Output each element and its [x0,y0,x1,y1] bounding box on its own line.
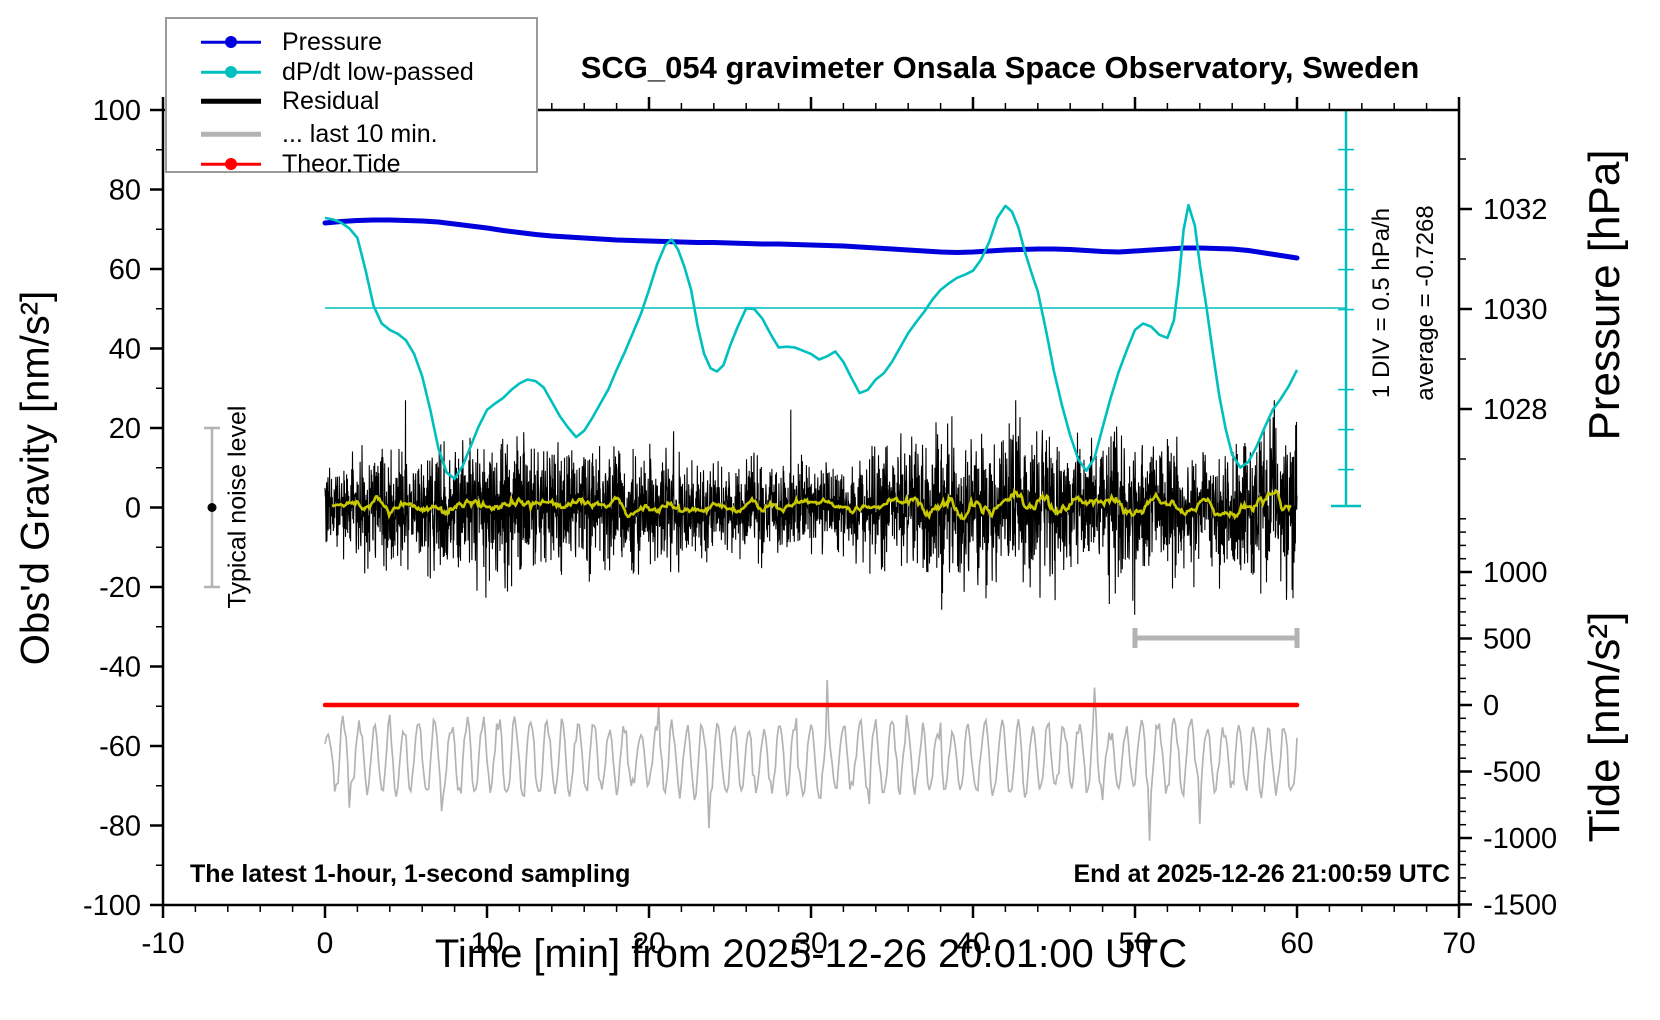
svg-text:1028: 1028 [1483,394,1548,426]
series-residual-lowpassed [331,487,1292,521]
legend-item-dpdt: dP/dt low-passed [167,58,536,86]
svg-text:100: 100 [93,95,141,127]
dpdt-line-sample-icon [201,65,261,79]
residual-line-sample-icon [201,94,261,108]
sampling-note: The latest 1-hour, 1-second sampling [190,860,631,888]
svg-text:500: 500 [1483,624,1531,656]
svg-text:0: 0 [317,927,334,960]
gravity-axis-label: Obs'd Gravity [nm/s²] [13,290,58,666]
end-time-note: End at 2025-12-26 21:00:59 UTC [1073,860,1450,888]
legend: Pressure dP/dt low-passed Residual ... l… [165,17,538,178]
svg-text:80: 80 [109,175,141,207]
tide-axis: 1000 500 0 -500 -1000 -1500 [1459,518,1557,922]
svg-text:-60: -60 [99,731,141,763]
svg-text:70: 70 [1442,927,1475,960]
svg-text:1000: 1000 [1483,557,1548,589]
legend-label: Pressure [282,27,383,56]
series-residual [324,400,1298,615]
legend-item-residual: Residual [167,87,536,115]
svg-text:-500: -500 [1483,757,1541,789]
svg-text:20: 20 [632,927,665,960]
legend-item-last10: ... last 10 min. [167,120,536,148]
svg-text:-1500: -1500 [1483,890,1557,922]
svg-text:0: 0 [1483,690,1499,722]
legend-label: Theor.Tide [282,149,401,178]
svg-text:40: 40 [109,334,141,366]
svg-text:1030: 1030 [1483,294,1548,326]
typical-noise-bar [204,426,220,589]
chart-title: SCG_054 gravimeter Onsala Space Observat… [580,50,1420,85]
svg-text:20: 20 [109,413,141,445]
svg-text:-100: -100 [83,890,141,922]
legend-item-pressure: Pressure [167,28,536,56]
svg-text:40: 40 [956,927,989,960]
svg-text:0: 0 [125,493,141,525]
series-last-10-min [324,680,1298,841]
series-pressure [322,217,1300,261]
last10-scale-bar [1132,628,1300,648]
pressure-axis-label: Pressure [hPa] [1580,149,1629,441]
x-axis-label: Time [min] from 2025-12-26 20:01:00 UTC [434,932,1188,976]
legend-label: Residual [282,86,380,115]
series-dpdt [324,203,1299,480]
svg-text:-20: -20 [99,572,141,604]
legend-label: ... last 10 min. [282,119,438,148]
svg-text:-10: -10 [141,927,184,960]
svg-text:60: 60 [1280,927,1313,960]
legend-label: dP/dt low-passed [282,57,474,86]
svg-text:10: 10 [470,927,503,960]
svg-text:-1000: -1000 [1483,823,1557,855]
svg-text:-80: -80 [99,811,141,843]
typical-noise-level-label: Typical noise level [223,405,252,609]
svg-text:60: 60 [109,254,141,286]
svg-text:30: 30 [794,927,827,960]
x-axis: -10 0 10 20 30 40 50 60 70 [141,97,1476,960]
gravity-axis: -100 -80 -60 -40 -20 0 20 40 60 80 100 [83,95,163,922]
tide-axis-label: Tide [nm/s²] [1580,611,1629,843]
svg-text:-40: -40 [99,652,141,684]
pressure-line-sample-icon [201,35,261,49]
div-scale-label: 1 DIV = 0.5 hPa/h [1368,207,1395,399]
legend-item-tide: Theor.Tide [167,150,536,178]
svg-text:50: 50 [1118,927,1151,960]
svg-text:1032: 1032 [1483,194,1548,226]
tide-line-sample-icon [201,157,261,171]
pressure-axis: 1032 1030 1028 [1459,158,1548,460]
last10-line-sample-icon [201,127,261,141]
average-dpdt-label: average = -0.7268 [1412,205,1439,401]
